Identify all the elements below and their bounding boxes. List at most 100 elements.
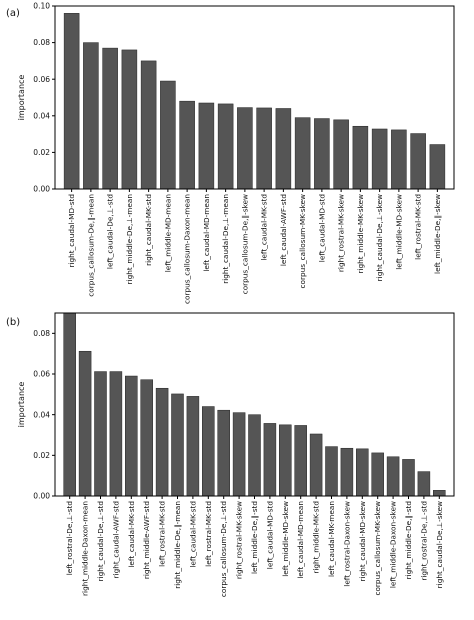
bar — [160, 80, 176, 190]
bar — [63, 13, 80, 190]
bar — [125, 375, 138, 497]
x-tick-label: left_rostral-MK-std — [158, 501, 167, 567]
bar — [179, 100, 195, 190]
bar — [391, 129, 407, 190]
bar — [275, 108, 292, 190]
bar — [232, 412, 246, 497]
bar — [333, 119, 349, 190]
x-tick-label: left_middle-Daxon-skew — [389, 501, 398, 588]
x-tick-label: right_middle-Daxon-mean — [81, 501, 90, 596]
y-tick-label: 0.00 — [33, 492, 50, 501]
y-tick-label: 0.06 — [33, 75, 50, 84]
x-tick-label: left_caudal-MK-std — [188, 501, 197, 568]
bar — [410, 133, 426, 190]
bar — [294, 425, 307, 497]
x-tick-label: right_caudal-De,⊥-std — [96, 501, 105, 581]
bar — [352, 125, 369, 190]
plot-frame — [54, 312, 455, 497]
bar — [155, 387, 169, 497]
x-tick-label: right_middle-AWF-std — [142, 501, 151, 579]
bar — [186, 396, 200, 497]
x-tick-label: right_caudal-MD-std — [67, 194, 76, 268]
bar — [256, 107, 272, 190]
bar — [78, 350, 92, 497]
x-tick-label: left_caudal-MD-mean — [202, 194, 211, 272]
bar — [402, 459, 415, 497]
x-tick-label: left_middle-De,∥-std — [250, 501, 259, 574]
x-tick-label: left_rostral-MK-std — [204, 501, 213, 567]
bar — [140, 60, 157, 190]
x-tick-label: right_middle-De,⊥-mean — [125, 194, 134, 284]
x-tick-label: right_rostral-MK-skew — [337, 194, 346, 272]
x-tick-label: left_caudal-MK-std — [127, 501, 136, 568]
bar — [217, 409, 230, 497]
y-tick-label: 0.06 — [33, 370, 50, 379]
x-tick-label: corpus_callosum-MK-skew — [298, 194, 307, 289]
x-tick-label: left_caudal-MK-mean — [327, 501, 336, 577]
bar — [198, 102, 215, 190]
y-tick-label: 0.10 — [33, 2, 50, 11]
bar — [140, 379, 153, 497]
x-tick-label: left_caudal-MD-mean — [296, 501, 305, 579]
x-tick-label: left_rostral-Daxon-skew — [342, 501, 351, 587]
x-tick-label: right_caudal-MD-skew — [358, 501, 367, 581]
x-tick-label: right_caudal-De,⊥-mean — [221, 194, 230, 284]
x-tick-label: right_caudal-MK-std — [144, 194, 153, 266]
bar — [237, 107, 253, 190]
x-tick-label: right_caudal-AWF-std — [111, 501, 120, 578]
x-tick-label: left_middle-MD-mean — [163, 194, 172, 272]
x-tick-label: left_caudal-MD-std — [265, 501, 274, 569]
bar — [263, 423, 277, 497]
bar — [109, 371, 123, 497]
x-tick-label: right_middle-De,∥-mean — [173, 501, 182, 589]
x-tick-label: left_caudal-MD-std — [317, 194, 326, 262]
bar — [433, 490, 446, 497]
bar — [294, 117, 311, 190]
bar — [171, 393, 184, 497]
x-tick-label: corpus_callosum-Daxon-mean — [183, 194, 192, 304]
bar — [386, 456, 400, 497]
y-tick-label: 0.00 — [33, 185, 50, 194]
bar — [309, 433, 323, 497]
x-tick-label: right_rostral-MK-skew — [235, 501, 244, 579]
y-axis-label: importance — [17, 382, 26, 428]
bar — [371, 452, 384, 497]
bar — [356, 448, 369, 497]
x-tick-label: right_rostral-De,⊥-std — [419, 501, 428, 581]
x-tick-label: right_middle-MK-std — [312, 501, 321, 574]
x-tick-label: left_middle-De,∥-skew — [433, 194, 442, 274]
panel-b: (b) importance left_rostral-De,⊥-std right_… — [6, 312, 455, 597]
y-tick-label: 0.02 — [33, 451, 50, 460]
x-tick-label: corpus_callosum-De,∥-mean — [86, 194, 95, 297]
y-axis-label: importance — [17, 75, 26, 121]
x-tick-label: corpus_callosum-MK-skew — [373, 501, 382, 596]
y-tick-label: 0.04 — [33, 410, 50, 419]
panel-label: (a) — [6, 8, 20, 19]
bar — [325, 446, 338, 497]
x-tick-label: right_caudal-De,⊥-skew — [435, 501, 444, 588]
y-tick-label: 0.08 — [33, 38, 50, 47]
bar — [63, 312, 76, 497]
x-tick-label: left_rostral-De,⊥-std — [65, 501, 74, 575]
x-tick-label: left_middle-MD-skew — [394, 194, 403, 270]
x-tick-label: left_caudal-De,⊥-std — [106, 194, 115, 269]
bar — [83, 42, 99, 190]
bar — [429, 144, 446, 190]
plot-frame — [54, 5, 455, 190]
x-tick-label: left_caudal-AWF-std — [279, 194, 288, 266]
x-tick-label: right_middle-MK-skew — [356, 194, 365, 274]
bar — [248, 414, 261, 497]
bar — [314, 118, 330, 190]
panel-label: (b) — [6, 317, 20, 328]
x-tick-label: right_caudal-De,⊥-skew — [375, 194, 384, 281]
x-tick-label: corpus_callosum-De,⊥-std — [219, 501, 228, 597]
bar — [217, 103, 234, 190]
bar — [202, 406, 215, 497]
bar — [94, 371, 107, 497]
x-tick-label: right_middle-De,∥-std — [404, 501, 413, 579]
bar — [279, 424, 292, 497]
x-tick-label: left_middle-MD-skew — [281, 501, 290, 577]
bar — [102, 47, 118, 190]
bar — [371, 128, 388, 190]
